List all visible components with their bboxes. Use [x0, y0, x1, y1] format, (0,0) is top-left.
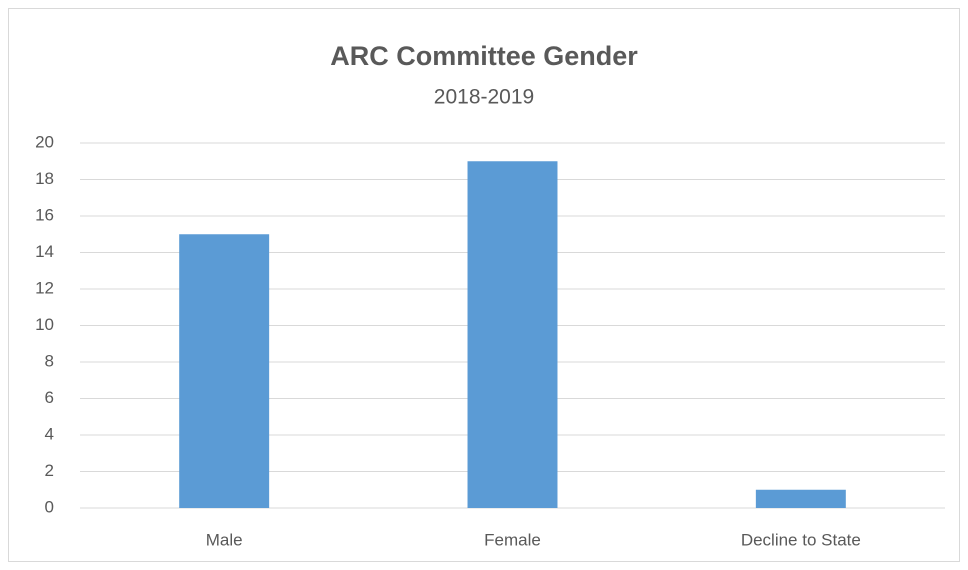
y-tick-label: 20 [35, 132, 54, 151]
x-tick-label: Male [206, 530, 243, 549]
y-tick-label: 8 [45, 351, 54, 370]
x-tick-label: Female [484, 530, 541, 549]
y-tick-label: 18 [35, 169, 54, 188]
x-tick-label: Decline to State [741, 530, 861, 549]
y-tick-label: 14 [35, 242, 54, 261]
y-tick-label: 10 [35, 315, 54, 334]
y-tick-label: 4 [45, 424, 54, 443]
chart-subtitle: 2018-2019 [434, 86, 534, 109]
y-tick-label: 6 [45, 388, 54, 407]
bar [467, 161, 558, 508]
bar [179, 234, 270, 508]
chart-title: ARC Committee Gender [330, 41, 638, 71]
y-tick-label: 2 [45, 461, 54, 480]
y-tick-label: 16 [35, 205, 54, 224]
y-tick-label: 0 [45, 497, 54, 516]
bar [755, 489, 846, 508]
y-tick-label: 12 [35, 278, 54, 297]
